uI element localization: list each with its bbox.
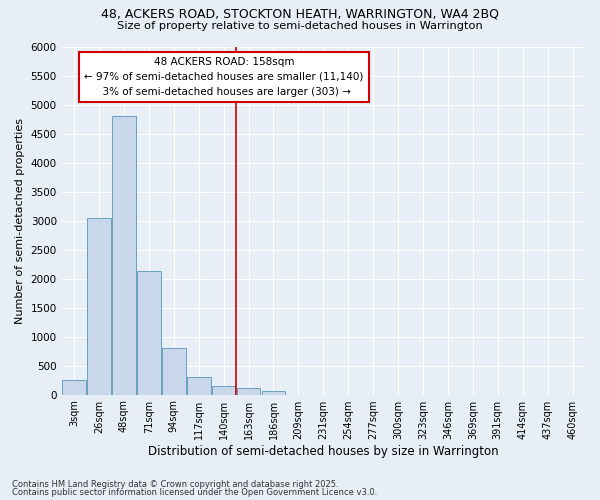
Y-axis label: Number of semi-detached properties: Number of semi-detached properties [15, 118, 25, 324]
Bar [62, 380, 86, 394]
Bar [262, 392, 286, 394]
Text: Size of property relative to semi-detached houses in Warrington: Size of property relative to semi-detach… [117, 21, 483, 31]
Bar [87, 218, 111, 394]
Text: Contains HM Land Registry data © Crown copyright and database right 2025.: Contains HM Land Registry data © Crown c… [12, 480, 338, 489]
Bar [162, 348, 185, 395]
Bar [112, 116, 136, 394]
Bar [237, 388, 260, 394]
Text: 48 ACKERS ROAD: 158sqm
← 97% of semi-detached houses are smaller (11,140)
  3% o: 48 ACKERS ROAD: 158sqm ← 97% of semi-det… [84, 57, 364, 96]
Bar [212, 386, 235, 394]
Text: 48, ACKERS ROAD, STOCKTON HEATH, WARRINGTON, WA4 2BQ: 48, ACKERS ROAD, STOCKTON HEATH, WARRING… [101, 8, 499, 20]
Text: Contains public sector information licensed under the Open Government Licence v3: Contains public sector information licen… [12, 488, 377, 497]
X-axis label: Distribution of semi-detached houses by size in Warrington: Distribution of semi-detached houses by … [148, 444, 499, 458]
Bar [187, 376, 211, 394]
Bar [137, 271, 161, 394]
